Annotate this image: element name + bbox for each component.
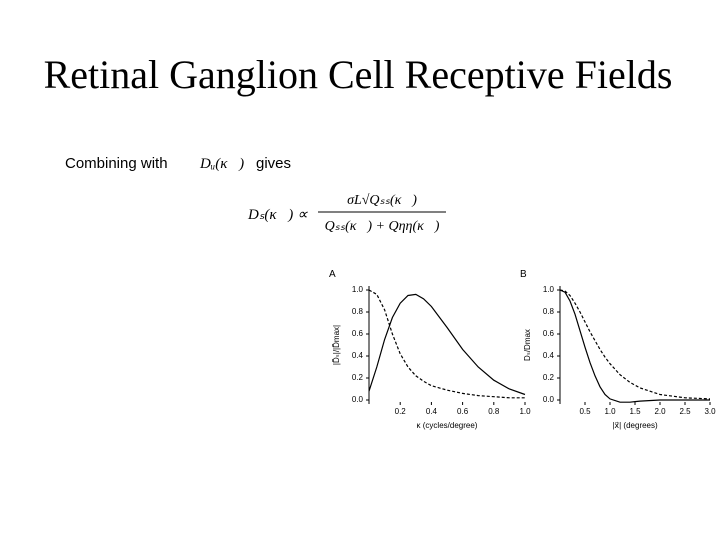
formula-denominator: Qₛₛ(κ⃗) + Qηη(κ⃗) (325, 219, 440, 234)
y-tick-label: 0.8 (543, 307, 555, 316)
intro-text: gives (256, 155, 291, 172)
y-tick-label: 0.8 (352, 307, 364, 316)
y-axis-label: |D̃ₛ|/|D̃max| (332, 325, 341, 365)
x-tick-label: 0.6 (457, 407, 469, 416)
line-series (559, 289, 711, 400)
x-tick-label: 2.0 (654, 407, 666, 416)
x-tick-label: 3.0 (704, 407, 716, 416)
y-tick-label: 1.0 (543, 285, 555, 294)
title-line: Retinal Ganglion Cell Receptive Fields (44, 52, 673, 97)
x-tick-label: 2.5 (679, 407, 691, 416)
y-tick-label: 0.0 (352, 395, 364, 404)
panel-label: B (520, 269, 527, 280)
y-tick-label: 1.0 (352, 285, 364, 294)
formula-lhs: Dₛ(κ⃗) ∝ (247, 207, 308, 223)
x-axis-label: |x⃗| (degrees) (612, 421, 658, 430)
x-tick-label: 1.5 (629, 407, 641, 416)
slide-title: Retinal Ganglion Cell Receptive Fields (44, 52, 673, 97)
y-tick-label: 0.2 (543, 373, 555, 382)
x-tick-label: 0.2 (395, 407, 407, 416)
x-tick-label: 0.4 (426, 407, 438, 416)
x-tick-label: 0.5 (579, 407, 591, 416)
y-tick-label: 0.2 (352, 373, 364, 382)
y-tick-label: 0.4 (352, 351, 364, 360)
line-series (368, 293, 526, 396)
panel-label: A (329, 269, 336, 280)
x-tick-label: 1.0 (604, 407, 616, 416)
y-tick-label: 0.6 (543, 329, 555, 338)
formula-numerator: σL√Qₛₛ(κ⃗) (347, 193, 417, 208)
line-series (368, 289, 525, 399)
intro-text: Combining with (65, 155, 168, 172)
line-series (559, 289, 710, 403)
x-axis-label: κ (cycles/degree) (417, 421, 478, 430)
intro-symbol: Dᵤ(κ⃗) (199, 156, 244, 172)
x-tick-label: 1.0 (519, 407, 531, 416)
x-tick-label: 0.8 (488, 407, 500, 416)
y-tick-label: 0.0 (543, 395, 555, 404)
y-tick-label: 0.6 (352, 329, 364, 338)
y-axis-label: Dₛ/Dmax (523, 329, 532, 361)
y-tick-label: 0.4 (543, 351, 555, 360)
